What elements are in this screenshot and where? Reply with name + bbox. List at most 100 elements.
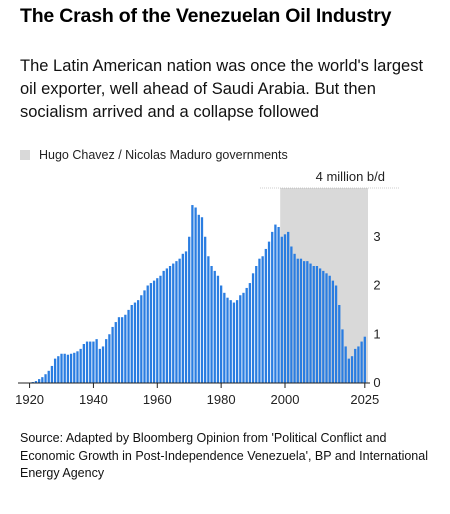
- bar: [258, 258, 261, 383]
- bar: [98, 348, 101, 384]
- bar: [127, 309, 130, 384]
- bar: [331, 280, 335, 384]
- chart-title: The Crash of the Venezuelan Oil Industry: [20, 5, 392, 27]
- bar: [219, 285, 223, 383]
- bar: [50, 365, 54, 383]
- bar: [338, 305, 341, 383]
- bar: [350, 356, 354, 383]
- bar: [44, 374, 47, 383]
- bar: [111, 326, 114, 383]
- bar: [261, 256, 264, 383]
- bar: [57, 356, 60, 383]
- bar: [255, 266, 258, 383]
- bar: [207, 256, 210, 383]
- x-tick-label: 1920: [15, 392, 44, 407]
- bar: [105, 339, 108, 384]
- bar: [216, 275, 220, 383]
- bar: [181, 253, 184, 383]
- bar: [95, 339, 98, 384]
- bar: [175, 261, 178, 384]
- bar: [200, 217, 204, 383]
- bar: [140, 295, 143, 383]
- bar: [347, 358, 350, 384]
- bar: [344, 346, 347, 383]
- bar: [322, 270, 325, 383]
- bar: [271, 231, 274, 384]
- bar: [143, 290, 146, 384]
- bar: [341, 329, 344, 384]
- bar: [121, 317, 124, 383]
- x-tick-label: 1940: [79, 392, 108, 407]
- x-tick-label: 1960: [143, 392, 172, 407]
- bar: [309, 263, 312, 383]
- chart-subtitle: The Latin American nation was once the w…: [20, 57, 424, 121]
- bar: [239, 295, 242, 383]
- bar: [188, 236, 191, 383]
- y-tick-label: 3: [373, 229, 380, 244]
- bar: [73, 352, 76, 383]
- bar: [194, 207, 197, 383]
- bar: [34, 381, 38, 383]
- bar: [184, 251, 188, 384]
- bar: [162, 270, 165, 383]
- bar: [146, 285, 149, 383]
- bar: [223, 292, 226, 383]
- y-tick-label: 2: [373, 278, 380, 293]
- bar: [204, 236, 207, 383]
- bar: [213, 270, 216, 383]
- bar: [264, 248, 267, 383]
- bar: [197, 214, 200, 383]
- bar: [290, 246, 293, 383]
- bar: [47, 370, 50, 383]
- bar: [76, 351, 79, 383]
- bar: [229, 300, 232, 384]
- bar: [63, 353, 66, 383]
- bar: [315, 266, 319, 383]
- bar: [156, 278, 159, 383]
- bar: [82, 344, 85, 383]
- bar: [117, 317, 121, 383]
- bar: [136, 300, 140, 384]
- unit-label: 4 million b/d: [316, 169, 385, 184]
- bar: [108, 334, 111, 383]
- bar: [303, 261, 306, 384]
- bar: [248, 283, 252, 383]
- bar: [114, 322, 117, 383]
- bar: [178, 258, 181, 383]
- bar: [168, 266, 172, 383]
- x-tick-label: 1980: [207, 392, 236, 407]
- bar: [312, 266, 315, 383]
- bar: [306, 261, 309, 384]
- oil-production-chart: 1920 1940 1960 1980 2000 2025 0 1 2 3 4 million b/…: [15, 169, 400, 407]
- bar: [159, 275, 162, 383]
- bar: [92, 341, 95, 383]
- bar: [53, 358, 57, 384]
- bar: [325, 273, 328, 383]
- bar: [69, 353, 73, 383]
- bar: [85, 341, 89, 383]
- bar: [232, 302, 236, 383]
- bar: [60, 353, 63, 383]
- bar: [66, 354, 70, 383]
- bar: [360, 341, 363, 383]
- bar: [296, 258, 299, 383]
- legend-swatch: [20, 150, 30, 160]
- y-tick-label: 1: [373, 326, 380, 341]
- bar: [287, 231, 290, 384]
- bar: [357, 346, 360, 383]
- bar: [38, 379, 41, 383]
- bar: [251, 273, 255, 383]
- bar: [354, 348, 357, 384]
- bar: [172, 263, 175, 383]
- x-tick-label: 2025: [350, 392, 379, 407]
- bar: [245, 287, 248, 383]
- bar: [101, 346, 105, 383]
- bar: [152, 280, 156, 384]
- bar: [293, 253, 296, 383]
- bar: [130, 305, 133, 383]
- bar: [235, 300, 239, 384]
- y-tick-label: 0: [373, 375, 380, 390]
- bar: [328, 275, 331, 383]
- bar: [334, 285, 338, 383]
- bar: [165, 268, 169, 383]
